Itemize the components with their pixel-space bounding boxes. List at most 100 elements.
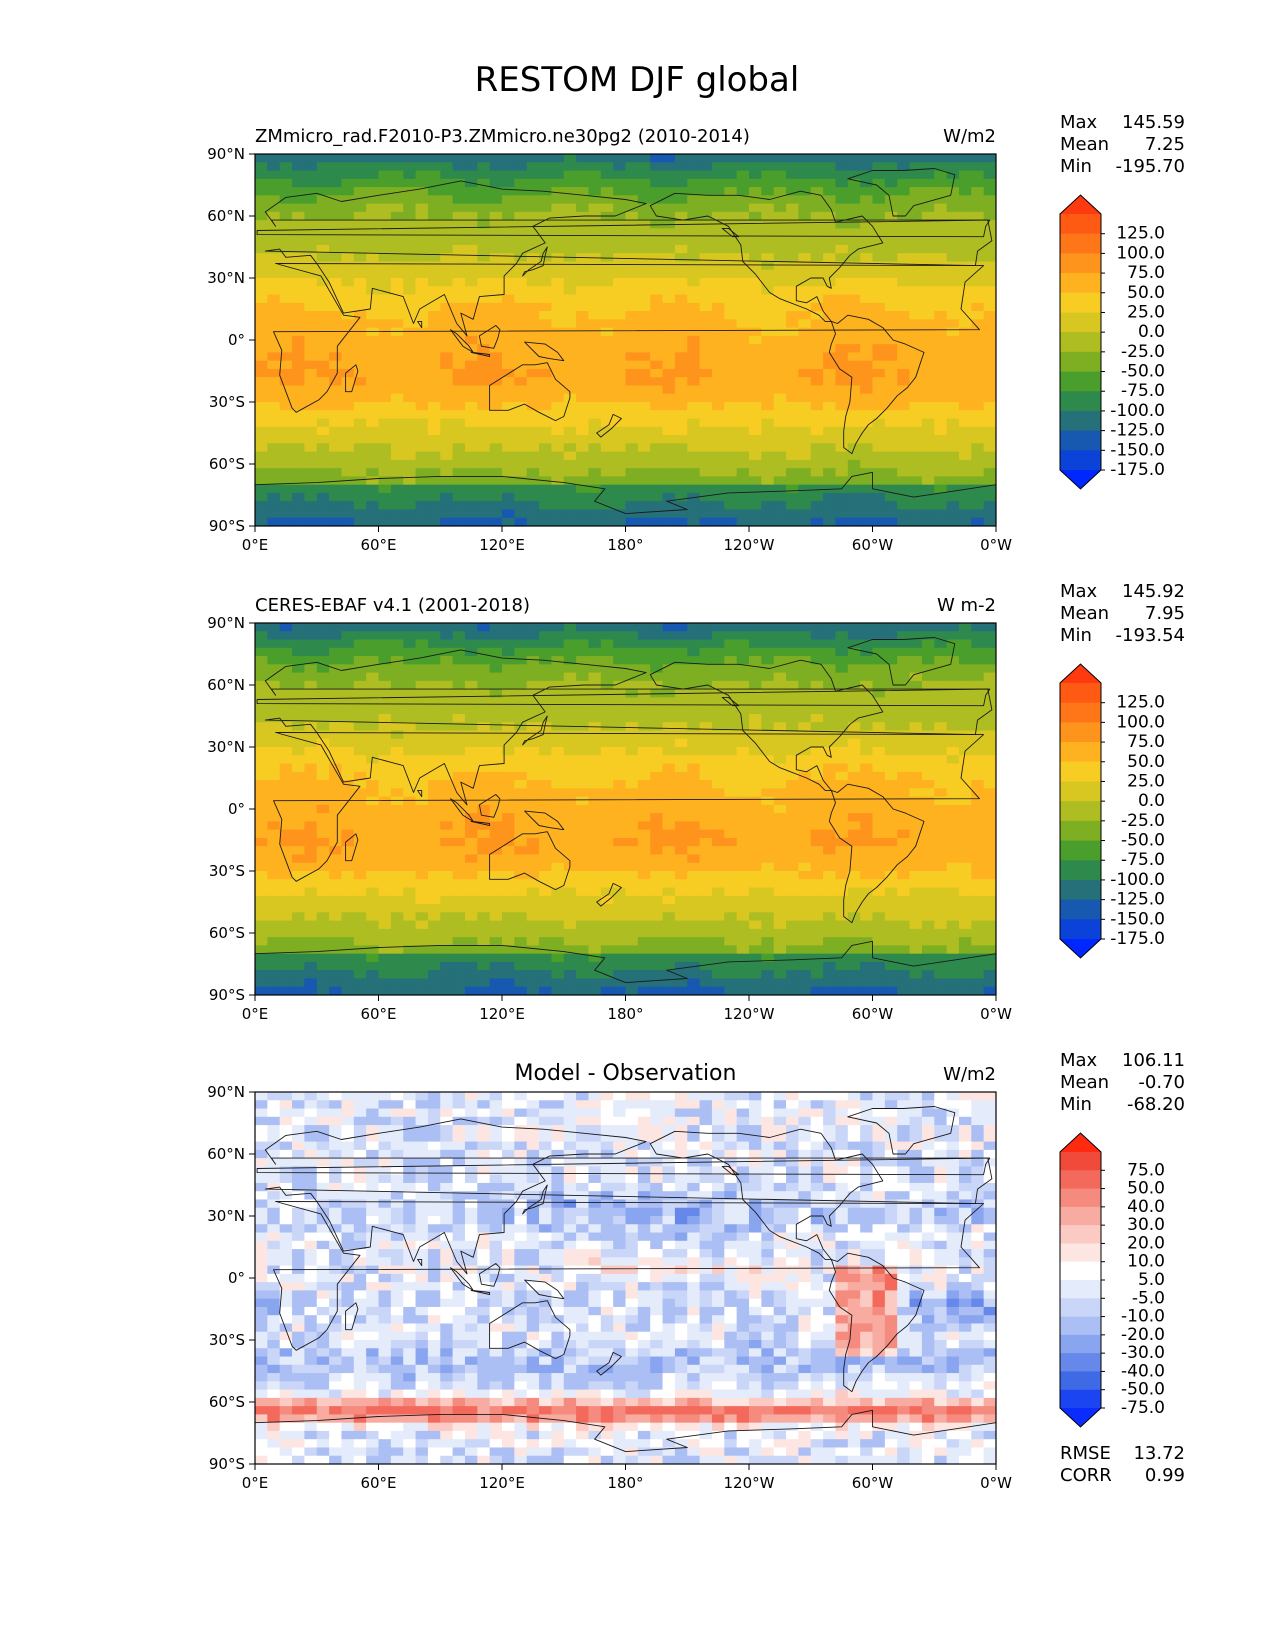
grid-cell xyxy=(415,871,429,880)
grid-cell xyxy=(255,895,268,905)
grid-cell xyxy=(353,846,367,856)
grid-cell xyxy=(786,360,799,370)
grid-cell xyxy=(292,294,305,304)
grid-cell xyxy=(810,459,824,469)
grid-cell xyxy=(711,170,725,180)
grid-cell xyxy=(637,459,651,469)
grid-cell xyxy=(687,476,701,486)
grid-cell xyxy=(279,623,293,632)
grid-cell xyxy=(588,154,602,163)
grid-cell xyxy=(588,904,602,913)
grid-cell xyxy=(921,195,935,205)
grid-cell xyxy=(958,713,972,723)
grid-cell xyxy=(551,887,565,897)
grid-cell xyxy=(415,722,429,732)
grid-cell xyxy=(798,895,812,905)
grid-cell xyxy=(378,501,392,511)
grid-cell xyxy=(798,813,812,822)
grid-cell xyxy=(872,656,886,665)
grid-cell xyxy=(440,228,454,238)
grid-cell xyxy=(872,435,886,444)
grid-cell xyxy=(650,368,664,378)
grid-cell xyxy=(872,804,886,814)
grid-cell xyxy=(477,377,491,387)
grid-cell xyxy=(958,705,972,715)
grid-cell xyxy=(316,755,330,765)
grid-cell xyxy=(600,195,614,205)
grid-cell xyxy=(761,722,775,732)
grid-cell xyxy=(526,788,540,798)
grid-cell xyxy=(786,771,799,781)
grid-cell xyxy=(341,302,355,312)
grid-cell xyxy=(860,228,874,238)
grid-cell xyxy=(909,713,923,723)
grid-cell xyxy=(958,672,972,682)
grid-cell xyxy=(613,509,627,519)
grid-cell xyxy=(909,771,923,781)
grid-cell xyxy=(613,689,627,698)
grid-cell xyxy=(464,319,478,329)
grid-cell xyxy=(761,211,775,221)
grid-cell xyxy=(958,501,972,511)
grid-cell xyxy=(267,837,281,847)
grid-cell xyxy=(872,220,886,229)
grid-cell xyxy=(983,269,996,279)
grid-cell xyxy=(539,327,552,337)
grid-cell xyxy=(637,468,651,477)
grid-cell xyxy=(600,476,614,486)
grid-cell xyxy=(711,278,725,287)
grid-cell xyxy=(662,804,676,814)
grid-cell xyxy=(563,730,577,740)
grid-cell xyxy=(946,286,960,296)
grid-cell xyxy=(316,484,330,494)
grid-cell xyxy=(390,311,404,320)
grid-cell xyxy=(699,904,713,913)
grid-cell xyxy=(650,269,664,279)
grid-cell xyxy=(872,517,886,526)
grid-cell xyxy=(304,278,318,287)
grid-cell xyxy=(884,484,898,494)
grid-cell xyxy=(650,697,664,707)
grid-cell xyxy=(390,286,404,296)
grid-cell xyxy=(724,689,738,698)
grid-cell xyxy=(489,920,503,930)
grid-cell xyxy=(440,435,454,444)
grid-cell xyxy=(847,509,861,519)
grid-cell xyxy=(279,813,293,822)
grid-cell xyxy=(921,492,935,502)
grid-cell xyxy=(440,730,454,740)
grid-cell xyxy=(563,211,577,221)
grid-cell xyxy=(773,631,787,641)
grid-cell xyxy=(650,879,664,889)
grid-cell xyxy=(860,854,874,864)
grid-cell xyxy=(353,228,367,238)
grid-cell xyxy=(390,253,404,263)
grid-cell xyxy=(810,344,824,353)
grid-cell xyxy=(539,813,552,822)
grid-cell xyxy=(403,402,417,411)
grid-cell xyxy=(884,228,898,238)
grid-cell xyxy=(514,402,528,411)
grid-cell xyxy=(798,492,812,502)
coastline xyxy=(596,413,622,438)
grid-cell xyxy=(600,804,614,814)
grid-cell xyxy=(489,804,503,814)
grid-cell xyxy=(650,187,664,196)
grid-cell xyxy=(860,755,874,765)
grid-cell xyxy=(786,763,799,773)
grid-cell xyxy=(946,713,960,723)
grid-cell xyxy=(255,730,268,740)
grid-cell xyxy=(847,352,861,362)
grid-cell xyxy=(798,846,812,856)
grid-cell xyxy=(958,203,972,213)
grid-cell xyxy=(366,647,380,657)
grid-cell xyxy=(749,755,762,765)
grid-cell xyxy=(366,261,380,271)
grid-cell xyxy=(786,220,799,229)
grid-cell xyxy=(292,426,305,436)
grid-cell xyxy=(539,730,552,740)
grid-cell xyxy=(971,697,985,707)
grid-cell xyxy=(600,319,614,329)
grid-cell xyxy=(255,705,268,715)
grid-cell xyxy=(847,738,861,748)
